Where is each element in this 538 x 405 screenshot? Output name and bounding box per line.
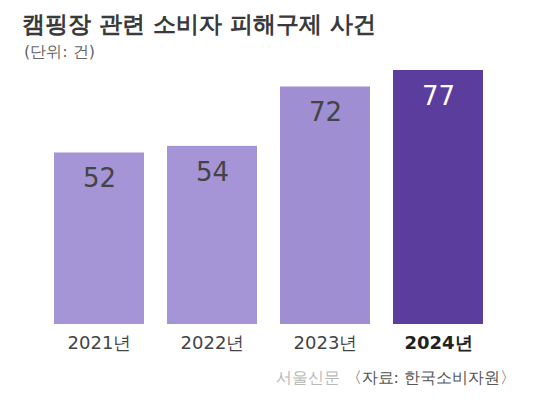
html-text:서울신문 〈자료: 한국소비자원〉: 서울신문 〈자료: 한국소비자원〉 [275,368,516,387]
svg-text:2023년: 2023년 [294,332,358,353]
svg-text:52: 52 [83,163,116,193]
svg-text:2024년: 2024년 [404,332,472,353]
svg-text:72: 72 [309,97,342,127]
html-text:(단위: 건): (단위: 건) [24,42,95,61]
svg-text:2021년: 2021년 [68,332,132,353]
svg-text:77: 77 [422,81,455,111]
html-text:캠핑장 관련 소비자 피해구제 사건: 캠핑장 관련 소비자 피해구제 사건 [22,11,376,37]
svg-text:54: 54 [196,157,229,187]
svg-text:2022년: 2022년 [181,332,245,353]
